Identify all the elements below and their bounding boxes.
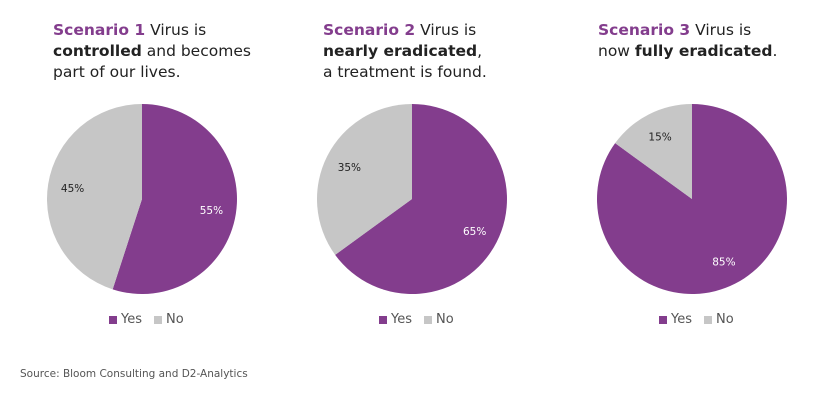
chart-panel-1: Scenario 1 Virus is controlled and becom… bbox=[0, 0, 260, 340]
heading-text: Virus is bbox=[420, 21, 477, 39]
legend-swatch-yes bbox=[109, 315, 117, 324]
legend-swatch-no bbox=[154, 315, 162, 324]
heading-text: part of our lives. bbox=[53, 63, 181, 81]
slice-data-label-no: 35% bbox=[338, 162, 361, 174]
legend-label: No bbox=[716, 312, 734, 327]
legend-item-yes: Yes bbox=[109, 312, 142, 327]
legend-label: No bbox=[436, 312, 454, 327]
heading-text: . bbox=[772, 42, 778, 60]
legend-item-yes: Yes bbox=[659, 312, 692, 327]
slice-data-label-no: 45% bbox=[61, 183, 84, 195]
source-note: Source: Bloom Consulting and D2-Analytic… bbox=[20, 368, 248, 380]
legend-item-no: No bbox=[704, 312, 734, 327]
scenario-label: Scenario 2 bbox=[323, 21, 416, 39]
heading-emphasis: nearly eradicated bbox=[323, 42, 478, 60]
scenario-label: Scenario 1 bbox=[53, 21, 146, 39]
pie-slice-no bbox=[615, 104, 692, 199]
legend-label: Yes bbox=[121, 312, 142, 327]
heading-text: a treatment is found. bbox=[323, 63, 487, 81]
heading-text: Virus is bbox=[695, 21, 752, 39]
slice-data-label-yes: 55% bbox=[200, 205, 223, 217]
legend-item-yes: Yes bbox=[379, 312, 412, 327]
heading-text: and becomes bbox=[146, 42, 251, 60]
chart-legend: Yes No bbox=[659, 312, 746, 327]
legend-swatch-yes bbox=[379, 315, 387, 324]
legend-label: Yes bbox=[391, 312, 412, 327]
heading-text: Virus is bbox=[150, 21, 207, 39]
legend-item-no: No bbox=[424, 312, 454, 327]
slice-data-label-yes: 85% bbox=[712, 257, 735, 269]
pie-slice-yes bbox=[112, 104, 237, 294]
legend-swatch-no bbox=[424, 315, 432, 324]
pie-group-scenario-2: 65% 35% bbox=[317, 104, 507, 295]
chart-legend: Yes No bbox=[109, 312, 196, 327]
chart-heading: Scenario 2 Virus is nearly eradicated, a… bbox=[323, 20, 487, 83]
chart-legend: Yes No bbox=[379, 312, 466, 327]
scenario-label: Scenario 3 bbox=[598, 21, 691, 39]
pie-group-scenario-3: 85% 15% bbox=[597, 104, 787, 294]
heading-emphasis: fully eradicated bbox=[634, 42, 773, 60]
legend-swatch-yes bbox=[659, 315, 667, 324]
pie-slice-yes bbox=[335, 104, 507, 295]
pie-group-scenario-1: 55% 45% bbox=[46, 104, 237, 294]
legend-label: No bbox=[166, 312, 184, 327]
chart-heading: Scenario 3 Virus is now fully eradicated… bbox=[598, 20, 777, 62]
pie-slice-no bbox=[46, 104, 142, 290]
pie-slice-no bbox=[317, 104, 412, 255]
heading-emphasis: controlled bbox=[53, 42, 142, 60]
legend-item-no: No bbox=[154, 312, 184, 327]
legend-swatch-no bbox=[704, 315, 712, 324]
legend-label: Yes bbox=[671, 312, 692, 327]
chart-heading: Scenario 1 Virus is controlled and becom… bbox=[53, 20, 251, 83]
chart-panel-2: Scenario 2 Virus is nearly eradicated, a… bbox=[270, 0, 530, 340]
chart-panel-3: Scenario 3 Virus is now fully eradicated… bbox=[545, 0, 805, 340]
heading-text: , bbox=[477, 42, 483, 60]
slice-data-label-no: 15% bbox=[648, 131, 671, 143]
heading-text: now bbox=[598, 42, 630, 60]
slice-data-label-yes: 65% bbox=[463, 226, 486, 238]
